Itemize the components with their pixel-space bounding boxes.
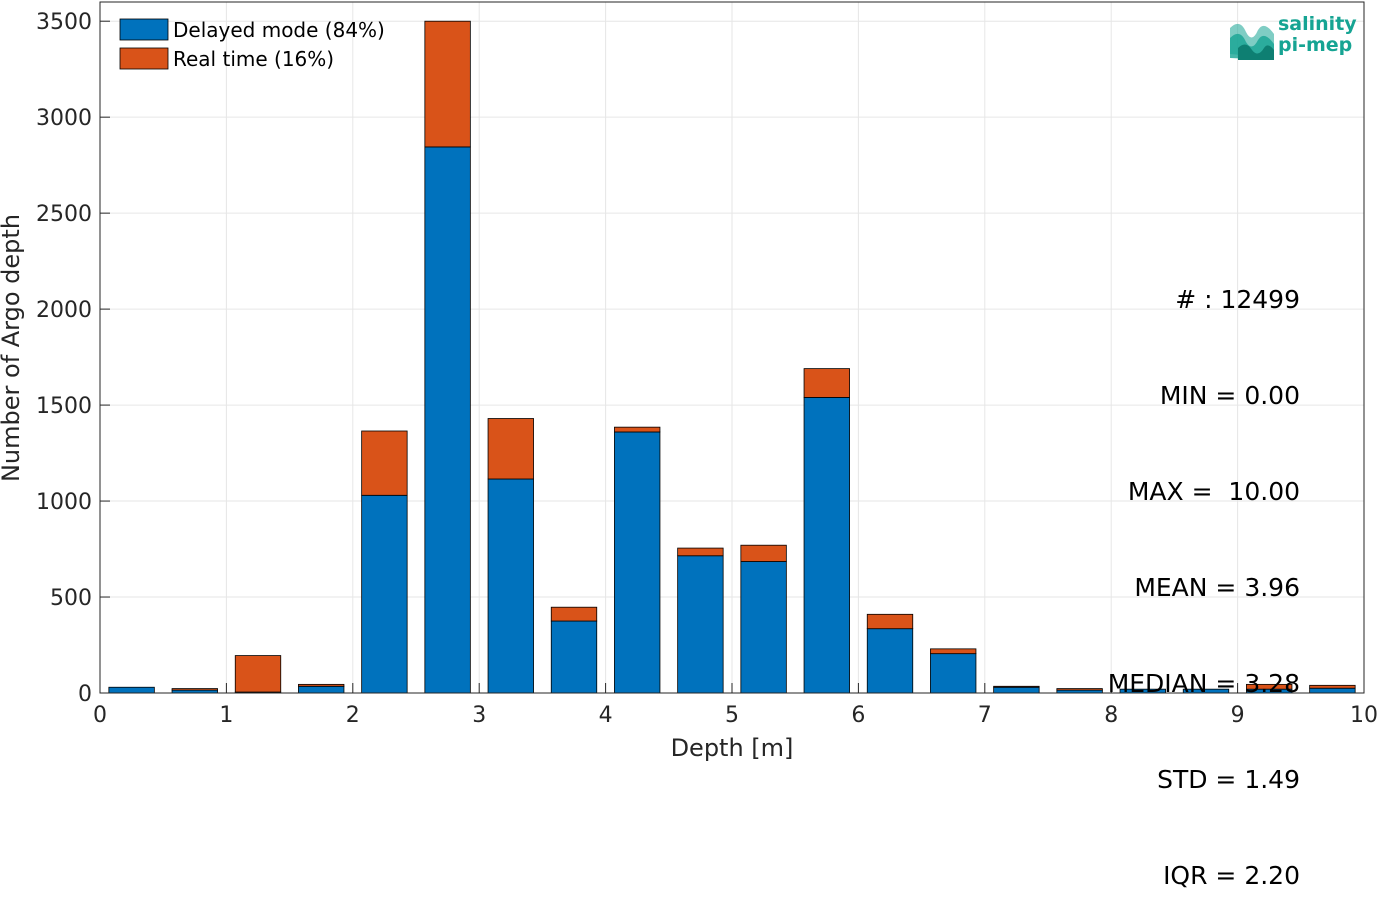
legend-label-delayed-mode: Delayed mode (84%) xyxy=(173,18,385,42)
stat-min: MIN = 0.00 xyxy=(1159,381,1300,410)
bar-real-time xyxy=(866,613,914,630)
x-tick-label: 8 xyxy=(1104,703,1118,728)
bar-delayed-mode xyxy=(930,653,977,694)
bar-delayed-mode xyxy=(740,561,787,694)
x-tick-label: 7 xyxy=(978,703,992,728)
bar-delayed-mode xyxy=(803,397,850,694)
x-tick-label: 0 xyxy=(93,703,107,728)
bar-delayed-mode xyxy=(550,620,598,694)
legend-swatch-delayed-mode xyxy=(119,18,169,41)
bar-real-time xyxy=(550,606,598,622)
bar-real-time xyxy=(1309,684,1356,689)
x-tick-label: 5 xyxy=(725,703,739,728)
legend: Delayed mode (84%) Real time (16%) xyxy=(119,18,385,71)
x-tick-label: 1 xyxy=(219,703,233,728)
bar-real-time xyxy=(171,688,218,691)
bars xyxy=(108,20,1356,694)
x-tick-label: 4 xyxy=(599,703,613,728)
bar-real-time xyxy=(993,685,1040,688)
wave-logo-icon xyxy=(1230,23,1274,60)
bar-delayed-mode xyxy=(866,628,914,694)
x-tick-label: 2 xyxy=(346,703,360,728)
bar-delayed-mode xyxy=(424,146,471,694)
bar-real-time xyxy=(234,655,282,693)
axes xyxy=(99,1,1365,694)
stat-mean: MEAN = 3.96 xyxy=(1134,573,1300,602)
bar-delayed-mode xyxy=(1309,687,1356,694)
bar-real-time xyxy=(740,544,787,562)
x-tick-label: 3 xyxy=(472,703,486,728)
y-tick-label: 0 xyxy=(78,682,92,707)
bar-real-time xyxy=(677,547,724,557)
bar-delayed-mode xyxy=(677,555,724,694)
stat-max: MAX = 10.00 xyxy=(1127,477,1300,506)
y-tick-label: 1500 xyxy=(36,394,92,419)
bar-real-time xyxy=(487,418,534,480)
x-tick-label: 10 xyxy=(1350,703,1378,728)
bar-real-time xyxy=(803,368,850,398)
logo-line2: pi-mep xyxy=(1278,34,1353,56)
bar-real-time xyxy=(424,20,471,148)
y-tick-label: 3500 xyxy=(36,10,92,35)
y-tick-labels: 0 500 1000 1500 2000 2500 3000 3500 xyxy=(36,10,92,707)
y-tick-label: 500 xyxy=(50,586,92,611)
x-axis-label: Depth [m] xyxy=(671,734,794,762)
x-tick-label: 9 xyxy=(1231,703,1245,728)
bar-delayed-mode xyxy=(361,494,408,694)
stat-std: STD = 1.49 xyxy=(1157,765,1300,794)
bar-real-time xyxy=(1246,683,1293,690)
bar-real-time xyxy=(298,683,345,687)
bar-delayed-mode xyxy=(298,685,345,694)
x-tick-labels: 0 1 2 3 4 5 6 7 8 9 10 xyxy=(93,703,1378,728)
y-tick-label: 2000 xyxy=(36,298,92,323)
bar-delayed-mode xyxy=(614,431,661,694)
salinity-pimep-logo: salinity pi-mep xyxy=(1228,14,1358,64)
x-tick-label: 6 xyxy=(851,703,865,728)
histogram-chart: 0 1 2 3 4 5 6 7 8 9 10 0 500 1000 1500 2000 2500 3000 350… xyxy=(0,1,1378,762)
legend-swatch-real-time xyxy=(119,47,169,70)
bar-delayed-mode xyxy=(108,686,155,694)
y-tick-label: 1000 xyxy=(36,490,92,515)
stat-iqr: IQR = 2.20 xyxy=(1163,861,1300,890)
y-tick-label: 2500 xyxy=(36,202,92,227)
bar-real-time xyxy=(614,426,661,433)
logo-text: salinity pi-mep xyxy=(1278,14,1357,56)
logo-line1: salinity xyxy=(1278,13,1357,35)
stat-median: MEDIAN = 3.28 xyxy=(1107,669,1300,698)
bar-real-time xyxy=(930,648,977,655)
bar-delayed-mode xyxy=(487,478,534,694)
stat-count: # : 12499 xyxy=(1175,285,1300,314)
y-axis-label: Number of Argo depth xyxy=(0,214,25,482)
bar-real-time xyxy=(361,430,408,496)
grid-lines xyxy=(99,2,1365,694)
legend-label-real-time: Real time (16%) xyxy=(173,47,334,71)
bar-real-time xyxy=(1056,688,1103,691)
stats-annotation: # : 12499 MIN = 0.00 MAX = 10.00 MEAN = … xyxy=(1108,220,1300,924)
y-tick-label: 3000 xyxy=(36,106,92,131)
bar-delayed-mode xyxy=(993,686,1040,694)
